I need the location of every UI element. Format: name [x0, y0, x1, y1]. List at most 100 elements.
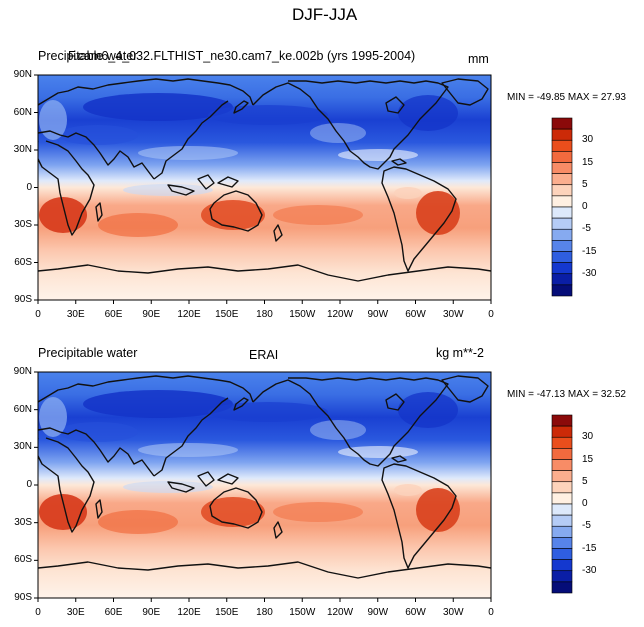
y-tick-label: 30S [14, 516, 32, 528]
colorbar-swatch [551, 284, 573, 297]
colorbar-swatch [551, 217, 573, 230]
x-tick-label: 120W [326, 607, 354, 618]
colorbar-swatch [551, 195, 573, 208]
colorbar-swatch [551, 481, 573, 494]
figure-title: DJF-JJA [292, 5, 358, 24]
colorbar-swatch [551, 139, 573, 152]
colorbar-label: -15 [582, 245, 597, 257]
colorbar-swatch [551, 251, 573, 263]
y-tick-label: 30N [13, 441, 32, 453]
colorbar-swatch [551, 414, 573, 427]
colorbar-label: -30 [582, 267, 597, 279]
x-tick-label: 30E [66, 309, 85, 320]
x-tick-label: 30W [442, 607, 464, 618]
y-tick-label: 30N [13, 144, 32, 155]
x-tick-label: 0 [488, 607, 494, 618]
colorbar-label: 5 [582, 178, 588, 190]
x-tick-label: 150E [215, 607, 239, 618]
colorbar-swatch [551, 128, 573, 141]
colorbar-swatch [551, 262, 573, 275]
x-tick-label: 180 [256, 607, 273, 618]
y-tick-label: 90S [14, 294, 32, 305]
colorbar-swatch [551, 162, 573, 174]
x-tick-label: 90W [367, 607, 389, 618]
x-tick-label: 60E [104, 309, 123, 320]
colorbar-swatch [551, 537, 573, 549]
panel-2-stats: MIN = -47.13 MAX = 32.52 [507, 389, 626, 400]
x-tick-label: 150E [215, 309, 239, 320]
colorbar-swatch [551, 525, 573, 538]
colorbar-label: -5 [582, 223, 591, 235]
y-tick-label: 90N [13, 366, 32, 377]
colorbar-swatch [551, 570, 573, 583]
colorbar-label: 15 [582, 156, 594, 168]
colorbar-swatch [551, 459, 573, 471]
colorbar-2 [551, 414, 573, 594]
y-tick-label: 0 [26, 479, 32, 490]
colorbar-label: 0 [582, 201, 588, 212]
colorbar-label: -30 [582, 564, 597, 576]
colorbar-swatch [551, 514, 573, 527]
colorbar-label: 30 [582, 431, 594, 443]
colorbar-swatch [551, 470, 573, 483]
x-tick-label: 0 [35, 309, 41, 320]
x-tick-label: 0 [488, 309, 494, 320]
colorbar-swatch [551, 503, 573, 516]
x-tick-label: 90E [142, 309, 161, 320]
x-tick-label: 150W [289, 309, 316, 320]
x-tick-label: 120E [177, 309, 201, 320]
x-tick-label: 60E [104, 607, 123, 618]
panel-1-right-label: mm [468, 52, 489, 66]
panel-2-left-label: Precipitable water [38, 346, 138, 360]
y-tick-label: 60N [13, 403, 32, 415]
colorbar-swatch [551, 436, 573, 449]
panel-2-map [37, 371, 492, 599]
x-tick-label: 30E [66, 607, 85, 618]
y-tick-label: 90N [13, 69, 32, 80]
y-tick-label: 30S [14, 219, 32, 230]
colorbar-swatch [551, 240, 573, 252]
x-tick-label: 120E [177, 607, 201, 618]
colorbar-label: 0 [582, 498, 588, 509]
colorbar-swatch [551, 273, 573, 286]
colorbar-swatch [551, 425, 573, 438]
y-tick-label: 60S [14, 554, 32, 566]
y-tick-label: 60N [13, 106, 32, 118]
x-tick-label: 90W [367, 309, 389, 320]
colorbar-label: 5 [582, 475, 588, 487]
x-tick-label: 120W [326, 309, 354, 320]
colorbar-swatch [551, 228, 573, 241]
colorbar-swatch [551, 173, 573, 186]
y-tick-label: 60S [14, 256, 32, 268]
colorbar-swatch [551, 117, 573, 130]
x-tick-label: 60W [405, 607, 426, 618]
panel-1-left-label: Precipitable water [38, 49, 138, 63]
x-tick-label: 90E [142, 607, 161, 618]
panel-1-stats: MIN = -49.85 MAX = 27.93 [507, 92, 626, 103]
y-tick-label: 90S [14, 592, 32, 603]
colorbar-label: 15 [582, 453, 594, 465]
colorbar-swatch [551, 151, 573, 163]
panel-2-right-label: kg m**-2 [436, 346, 484, 360]
x-tick-label: 0 [35, 607, 41, 618]
colorbar-label: 30 [582, 134, 594, 146]
y-tick-label: 0 [26, 181, 32, 193]
x-tick-label: 60W [405, 309, 426, 320]
colorbar-swatch [551, 492, 573, 505]
colorbar-swatch [551, 548, 573, 560]
colorbar-1 [551, 117, 573, 297]
colorbar-swatch [551, 448, 573, 460]
colorbar-swatch [551, 206, 573, 219]
colorbar-label: -5 [582, 520, 591, 532]
colorbar-swatch [551, 559, 573, 572]
x-tick-label: 180 [256, 309, 273, 320]
x-tick-label: 30W [442, 309, 464, 320]
colorbar-label: -15 [582, 542, 597, 554]
panel-2-center-label: ERAI [249, 348, 279, 362]
panel-1-map [37, 74, 492, 301]
panel-1-center-label-overlap: F.cam6_4_032.FLTHIST_ne30.cam7_ke.002b (… [68, 49, 416, 63]
colorbar-swatch [551, 184, 573, 197]
x-tick-label: 150W [289, 607, 316, 618]
colorbar-swatch [551, 581, 573, 594]
